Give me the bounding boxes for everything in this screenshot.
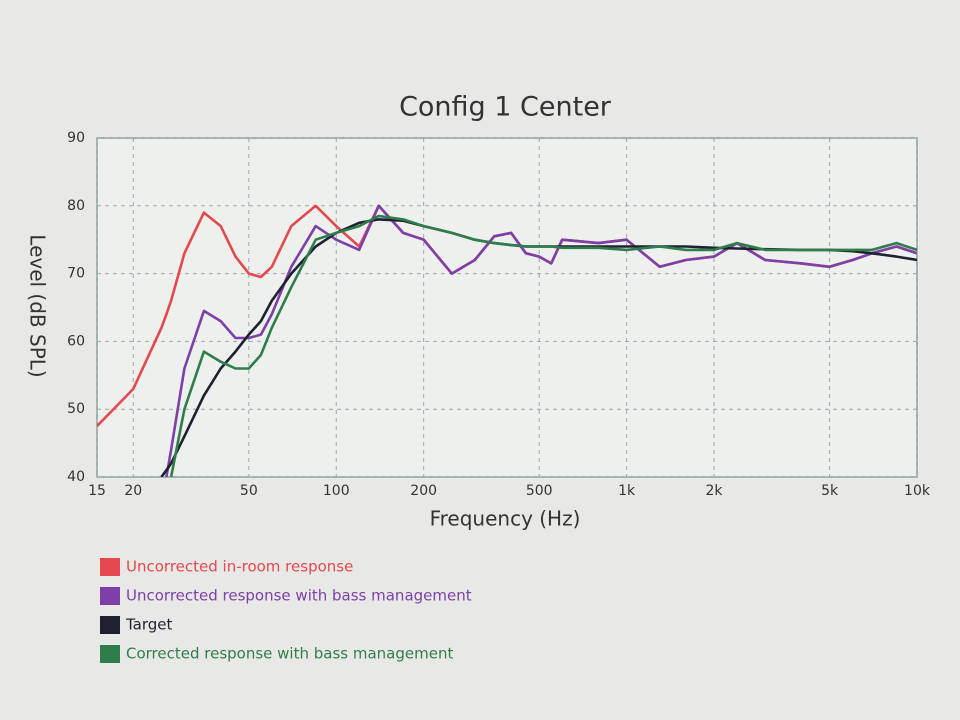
x-tick-label: 500: [526, 483, 553, 499]
legend-swatch: [100, 616, 120, 634]
legend-swatch: [100, 645, 120, 663]
x-tick-label: 100: [323, 483, 350, 499]
legend-label: Uncorrected in-room response: [126, 558, 353, 576]
series-line: [165, 204, 917, 477]
x-tick-label: 200: [410, 483, 437, 499]
series-line: [169, 214, 917, 477]
y-tick-label: 40: [67, 469, 85, 485]
x-tick-label: 2k: [706, 483, 724, 499]
y-tick-label: 70: [67, 266, 85, 282]
x-tick-label: 20: [124, 483, 142, 499]
y-tick-label: 80: [67, 198, 85, 214]
y-tick-label: 60: [67, 333, 85, 349]
legend-label: Target: [125, 616, 173, 634]
legend-swatch: [100, 558, 120, 576]
x-tick-label: 1k: [618, 483, 636, 499]
y-tick-label: 90: [67, 130, 85, 146]
x-tick-label: 10k: [904, 483, 931, 499]
x-tick-label: 15: [88, 483, 106, 499]
y-axis-label: Level (dB SPL): [26, 234, 50, 377]
legend-label: Corrected response with bass management: [126, 645, 453, 663]
plot-area: [96, 137, 918, 478]
x-tick-label: 5k: [821, 483, 839, 499]
legend-swatch: [100, 587, 120, 605]
chart-title: Config 1 Center: [399, 92, 612, 123]
y-tick-label: 50: [67, 401, 85, 417]
legend-label: Uncorrected response with bass managemen…: [126, 587, 472, 605]
x-axis-label: Frequency (Hz): [430, 507, 581, 531]
x-tick-label: 50: [240, 483, 258, 499]
